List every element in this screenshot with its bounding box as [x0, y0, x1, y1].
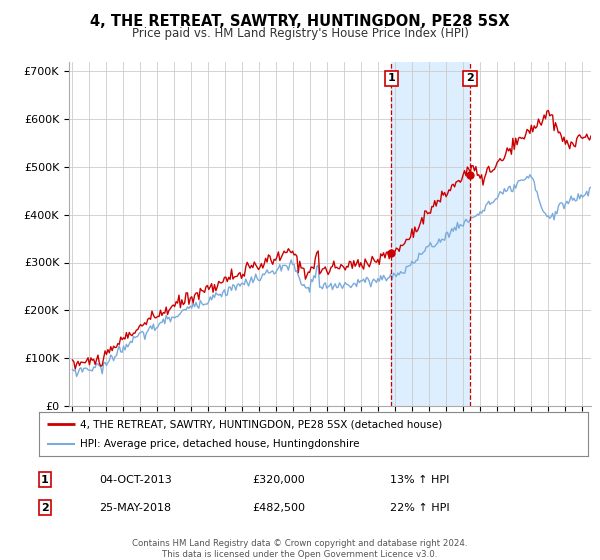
Text: 1: 1 [388, 73, 395, 83]
Text: £320,000: £320,000 [252, 475, 305, 485]
Text: 4, THE RETREAT, SAWTRY, HUNTINGDON, PE28 5SX: 4, THE RETREAT, SAWTRY, HUNTINGDON, PE28… [90, 14, 510, 29]
Text: 25-MAY-2018: 25-MAY-2018 [99, 503, 171, 513]
Text: 13% ↑ HPI: 13% ↑ HPI [390, 475, 449, 485]
Text: 2: 2 [41, 503, 49, 513]
Text: Contains HM Land Registry data © Crown copyright and database right 2024.: Contains HM Land Registry data © Crown c… [132, 539, 468, 548]
Text: £482,500: £482,500 [252, 503, 305, 513]
Text: 22% ↑ HPI: 22% ↑ HPI [390, 503, 449, 513]
Text: 4, THE RETREAT, SAWTRY, HUNTINGDON, PE28 5SX (detached house): 4, THE RETREAT, SAWTRY, HUNTINGDON, PE28… [80, 419, 442, 429]
Text: 04-OCT-2013: 04-OCT-2013 [99, 475, 172, 485]
Text: 2: 2 [466, 73, 474, 83]
Text: This data is licensed under the Open Government Licence v3.0.: This data is licensed under the Open Gov… [163, 550, 437, 559]
Text: Price paid vs. HM Land Registry's House Price Index (HPI): Price paid vs. HM Land Registry's House … [131, 27, 469, 40]
Bar [391, 62, 470, 406]
Text: HPI: Average price, detached house, Huntingdonshire: HPI: Average price, detached house, Hunt… [80, 439, 359, 449]
Text: 1: 1 [41, 475, 49, 485]
